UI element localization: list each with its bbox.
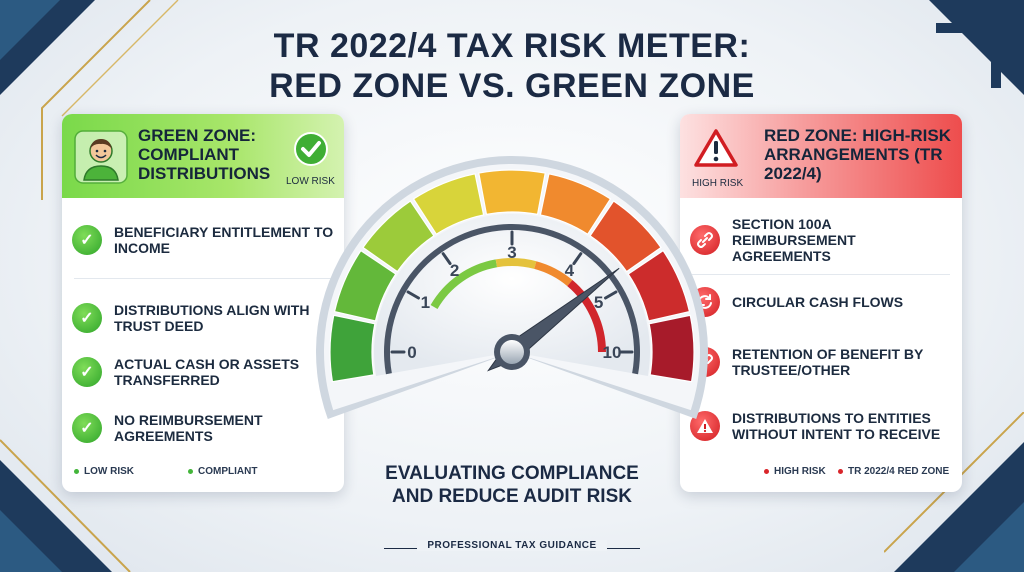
check-circle-icon [294, 132, 328, 166]
list-item: Distributions to entities without intent… [690, 396, 952, 456]
gauge-segment [329, 314, 376, 383]
gauge-tick-label: 0 [407, 343, 416, 362]
gauge-hub-inner [500, 340, 524, 364]
gauge-inner-arc-segment [534, 261, 573, 287]
green-zone-footer: LOW RISK COMPLIANT [62, 466, 344, 482]
corner-decoration-bottom-left [0, 439, 131, 572]
list-item-text: Actual cash or assets transferred [114, 356, 300, 388]
red-footer-high-risk: HIGH RISK [764, 466, 826, 477]
check-icon: ✓ [72, 303, 102, 333]
list-item-text: No reimbursement agreements [114, 412, 263, 444]
green-zone-title: GREEN ZONE: COMPLIANT DISTRIBUTIONS [138, 126, 271, 183]
page-title-line-2: RED ZONE VS. GREEN ZONE [269, 67, 755, 105]
gauge-segment [539, 173, 612, 236]
divider [692, 274, 950, 275]
page-footer-text: PROFESSIONAL TAX GUIDANCE [417, 540, 607, 551]
gauge-segment [362, 200, 435, 273]
list-item-text: Beneficiary entitlement to income [114, 224, 334, 256]
list-item-text: Circular cash flows [732, 294, 904, 310]
list-item: Circular cash flows [690, 272, 952, 332]
gauge-segment [648, 314, 695, 383]
gauge-segment [478, 169, 546, 216]
gauge-tick-label: 5 [594, 293, 603, 312]
list-item: ✓ Beneficiary entitlement to income [72, 210, 334, 270]
page-title: TR 2022/4 TAX RISK METER: RED ZONE VS. G… [0, 26, 1024, 106]
gauge-tick-label: 1 [421, 293, 430, 312]
red-zone-badge-label: HIGH RISK [692, 178, 744, 189]
divider [74, 278, 332, 279]
gauge-tick [572, 252, 583, 266]
list-item: ✓ Actual cash or assets transferred [72, 342, 334, 402]
green-footer-compliant: COMPLIANT [188, 466, 257, 477]
list-item: Section 100A reimbursement agreements [690, 210, 952, 270]
list-item: Retention of benefit by trustee/other [690, 332, 952, 392]
gauge-segment [589, 200, 662, 273]
check-icon: ✓ [72, 413, 102, 443]
corner-decoration-top-right [929, 0, 1024, 95]
list-item-text: Section 100A reimbursement agreements [732, 216, 856, 264]
gauge-tick-label: 10 [603, 343, 622, 362]
green-zone-panel: GREEN ZONE: COMPLIANT DISTRIBUTIONS LOW … [62, 114, 344, 492]
gauge-tick [604, 290, 618, 300]
gauge-segment [333, 249, 397, 322]
gauge-segment [412, 173, 485, 236]
page-title-line-1: TR 2022/4 TAX RISK METER: [273, 27, 751, 65]
list-item-text: Distributions align with trust deed [114, 302, 310, 334]
gauge-inner-arc-segment [495, 258, 537, 269]
warning-triangle-icon [694, 129, 738, 167]
gauge-segment [627, 249, 691, 322]
gauge-tick [406, 290, 420, 300]
red-zone-title: RED ZONE: HIGH-RISK ARRANGEMENTS (TR 202… [764, 126, 951, 183]
risk-gauge: 0 1 2 3 4 5 10 [296, 136, 728, 456]
list-item-text: Retention of benefit by trustee/other [732, 346, 924, 378]
gauge-subtitle-line-1: EVALUATING COMPLIANCE [385, 463, 639, 484]
red-zone-panel: HIGH RISK RED ZONE: HIGH-RISK ARRANGEMEN… [680, 114, 962, 492]
gauge-tick-label: 2 [450, 261, 459, 280]
red-zone-footer: HIGH RISK TR 2022/4 RED ZONE [680, 466, 962, 482]
risk-gauge-svg: 0 1 2 3 45 10 [316, 155, 708, 420]
broken-link-icon [690, 225, 720, 255]
gauge-inner-arc-segment [430, 259, 498, 309]
gauge-inner-arc-segment [567, 279, 606, 352]
check-icon: ✓ [72, 357, 102, 387]
gauge-subtitle: EVALUATING COMPLIANCE AND REDUCE AUDIT R… [312, 462, 712, 508]
list-item: ✓ Distributions align with trust deed [72, 288, 334, 348]
smiling-person-icon [74, 130, 128, 184]
red-footer-red-zone: TR 2022/4 RED ZONE [838, 466, 949, 477]
gauge-tick-label: 3 [507, 243, 516, 262]
green-zone-header: GREEN ZONE: COMPLIANT DISTRIBUTIONS LOW … [62, 114, 344, 198]
gauge-tick-label: 4 [565, 261, 575, 280]
list-item: ✓ No reimbursement agreements [72, 398, 334, 458]
corner-decoration-top-left [0, 0, 179, 200]
gauge-tick [441, 252, 452, 266]
green-footer-low-risk: LOW RISK [74, 466, 134, 477]
gauge-subtitle-line-2: AND REDUCE AUDIT RISK [392, 486, 632, 507]
check-icon: ✓ [72, 225, 102, 255]
red-zone-header: HIGH RISK RED ZONE: HIGH-RISK ARRANGEMEN… [680, 114, 962, 198]
page-footer: PROFESSIONAL TAX GUIDANCE [0, 540, 1024, 551]
green-zone-badge-label: LOW RISK [286, 176, 335, 187]
list-item-text: Distributions to entities without intent… [732, 410, 941, 442]
